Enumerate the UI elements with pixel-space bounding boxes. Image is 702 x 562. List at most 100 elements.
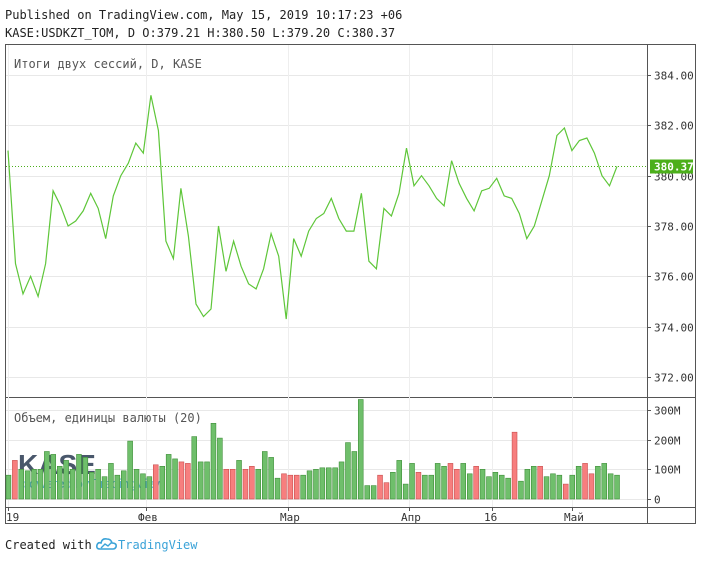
tradingview-brand[interactable]: TradingView (118, 538, 198, 552)
price-tick-label: 384.00 (654, 70, 694, 83)
price-tick-label: 372.00 (654, 372, 694, 385)
volume-bar (56, 465, 63, 500)
time-tick-label: Фев (138, 511, 158, 524)
volume-bar (550, 473, 556, 500)
volume-axis: 300M 200M 100M 0 (647, 405, 681, 507)
volume-bar (505, 477, 511, 500)
volume-bars (5, 399, 620, 500)
published-line: Published on TradingView.com, May 15, 20… (5, 8, 403, 22)
volume-bar (422, 474, 428, 500)
volume-bar (76, 454, 82, 500)
volume-bar (486, 476, 492, 500)
volume-bar (351, 451, 358, 500)
last-price-badge: 380.37 (650, 159, 694, 174)
volume-bar (473, 465, 479, 500)
volume-bar (556, 474, 563, 500)
volume-bar (524, 468, 531, 500)
volume-bar (409, 463, 415, 500)
volume-bar (159, 465, 166, 500)
volume-bar (492, 471, 499, 500)
volume-bar (18, 468, 24, 500)
volume-bar (197, 461, 204, 500)
price-grid (6, 75, 647, 378)
volume-bar (582, 463, 588, 500)
volume-bar (460, 463, 466, 500)
volume-bar (274, 477, 281, 500)
volume-bar (44, 451, 50, 500)
volume-bar (293, 474, 300, 500)
volume-bar (50, 454, 56, 500)
last-price-value: 380.37 (654, 161, 694, 174)
time-tick-label: 16 (484, 511, 497, 524)
volume-bar (434, 463, 441, 500)
created-with-label: Created with (5, 538, 92, 552)
volume-bar (332, 467, 338, 500)
ohlc-line: KASE:USDKZT_TOM, D O:379.21 H:380.50 L:3… (5, 26, 396, 40)
volume-bar (383, 482, 390, 500)
volume-bar (249, 465, 255, 500)
volume-bar (300, 474, 306, 500)
volume-bar (153, 464, 159, 500)
volume-bar (31, 468, 37, 500)
volume-bar (101, 476, 108, 500)
volume-bar (242, 468, 249, 500)
volume-bar (607, 473, 614, 500)
volume-bar (402, 483, 409, 500)
volume-bar (614, 474, 620, 500)
volume-bar (562, 483, 569, 500)
volume-bar (428, 474, 434, 500)
volume-bar (89, 471, 95, 500)
volume-bar (441, 465, 447, 500)
volume-bar (114, 474, 121, 500)
price-tick-label: 374.00 (654, 322, 694, 335)
volume-bar (229, 468, 236, 500)
volume-bar (396, 460, 402, 500)
volume-bar (518, 480, 524, 500)
volume-bar (498, 474, 505, 500)
volume-bar (12, 460, 18, 500)
volume-bar (146, 476, 153, 500)
volume-bar (313, 468, 319, 500)
volume-bar (345, 442, 351, 500)
volume-bar (415, 471, 422, 500)
volume-bar (121, 470, 127, 500)
volume-bar (69, 468, 76, 500)
volume-bar (185, 463, 191, 500)
volume-bar (63, 460, 69, 500)
volume-bar (319, 467, 326, 500)
volume-bar (466, 473, 473, 500)
time-tick-label: Май (564, 511, 584, 524)
chart-frame (5, 44, 696, 524)
volume-bar (338, 461, 345, 500)
volume-bar (447, 463, 454, 500)
volume-bar (287, 474, 294, 500)
volume-bar (479, 468, 486, 500)
price-tick-label: 380.00 (654, 171, 694, 184)
volume-bar (5, 474, 12, 500)
time-axis: 19 Фев Мар Апр 16 Май (6, 507, 584, 524)
price-line (7, 95, 618, 320)
volume-tick-label: 200M (654, 435, 681, 448)
time-tick-label: Апр (401, 511, 421, 524)
volume-bar (204, 461, 210, 500)
volume-bar (281, 473, 287, 500)
volume-bar (357, 399, 364, 500)
volume-bar (543, 476, 550, 500)
volume-bar (569, 474, 575, 500)
volume-bar (95, 468, 101, 500)
volume-bar (165, 454, 172, 500)
volume-bar (261, 451, 268, 500)
volume-bar (537, 465, 543, 500)
volume-bar (268, 457, 274, 500)
volume-bar (364, 485, 370, 500)
volume-bar (511, 431, 518, 500)
time-tick-label: Мар (280, 511, 300, 524)
volume-bar (82, 457, 89, 500)
volume-bar (325, 467, 332, 500)
volume-bar (217, 437, 223, 500)
volume-bar (255, 468, 262, 500)
price-tick-label: 378.00 (654, 221, 694, 234)
volume-bar (223, 468, 230, 500)
volume-bar (236, 460, 242, 500)
